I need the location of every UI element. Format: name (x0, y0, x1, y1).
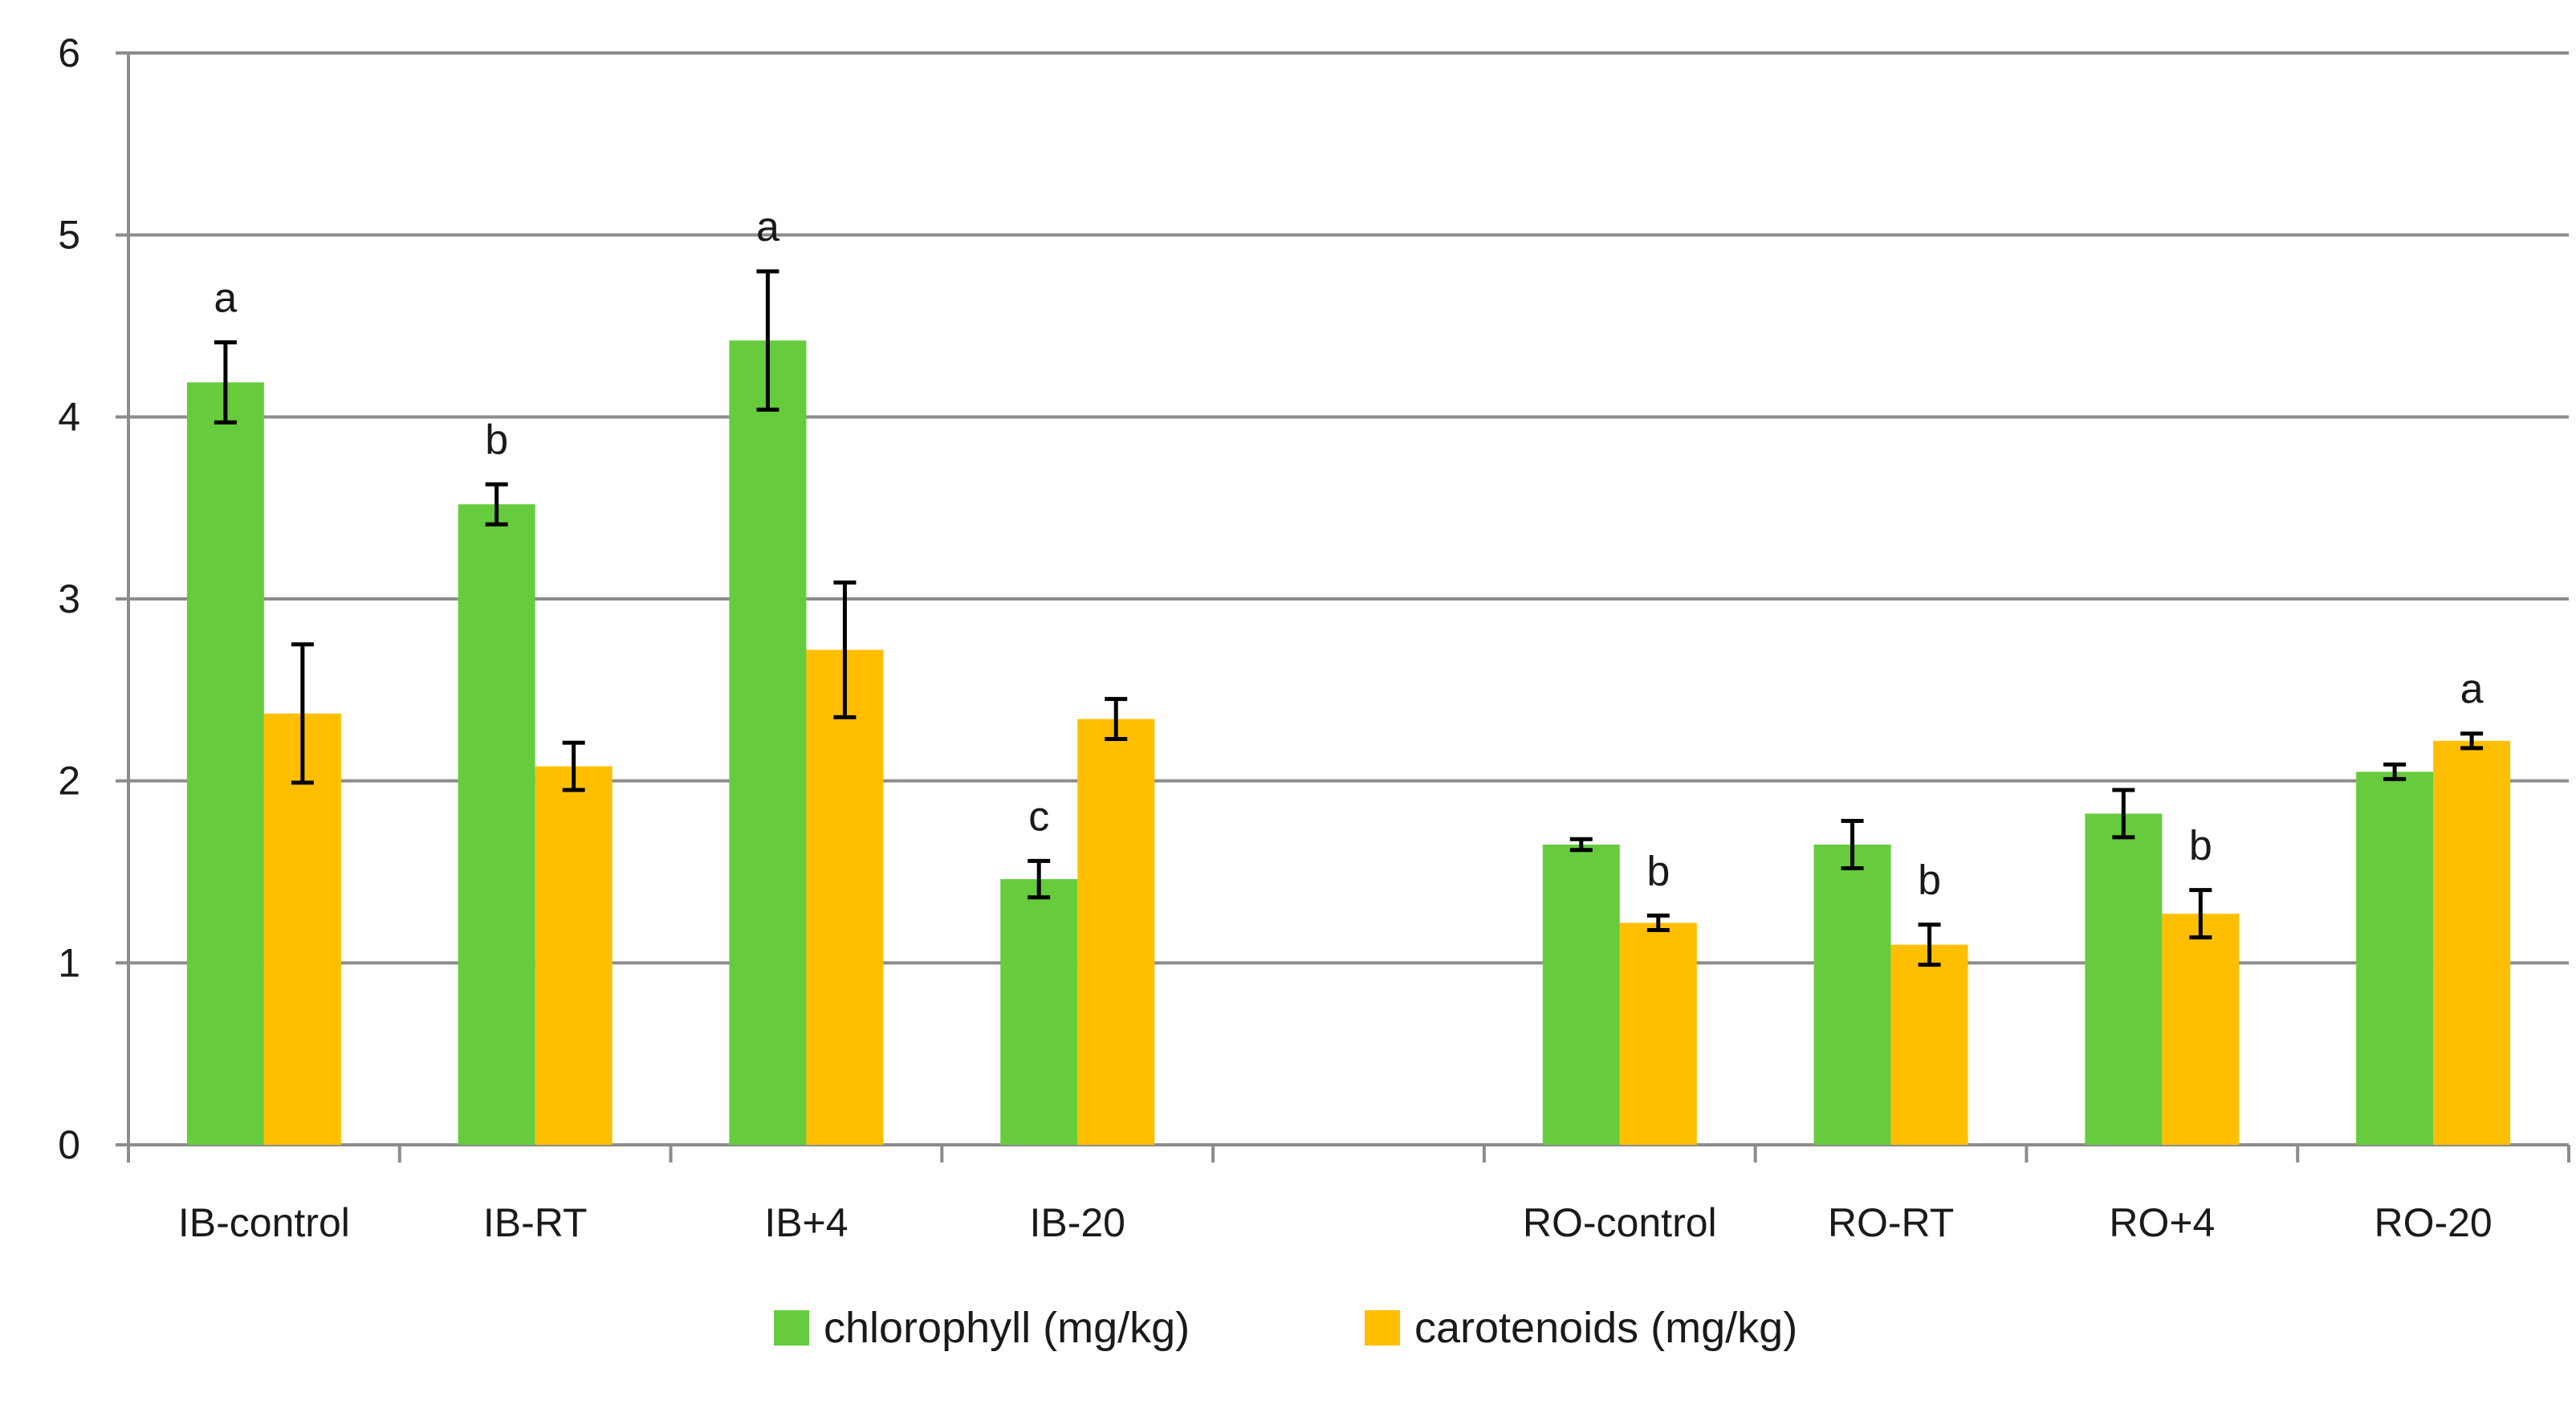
bar (806, 649, 884, 1145)
bar (2356, 772, 2434, 1145)
bar (458, 504, 535, 1145)
significance-label: c (1028, 793, 1049, 840)
y-tick-label: 1 (58, 940, 80, 985)
x-category-label: IB-control (178, 1200, 350, 1245)
legend: chlorophyll (mg/kg) carotenoids (mg/kg) (774, 1304, 1797, 1352)
bar (1542, 845, 1620, 1145)
legend-label: chlorophyll (mg/kg) (824, 1304, 1190, 1352)
significance-label: b (1918, 857, 1941, 904)
bar (263, 713, 341, 1145)
x-category-label: RO-20 (2374, 1200, 2492, 1245)
bar (1619, 922, 1697, 1145)
x-category-label: RO-control (1523, 1200, 1717, 1245)
y-tick-label: 0 (58, 1122, 80, 1167)
x-category-label: RO-RT (1828, 1200, 1954, 1245)
significance-label: a (2460, 666, 2484, 713)
legend-swatch (1365, 1310, 1400, 1346)
bar (2433, 740, 2511, 1145)
bar (1000, 879, 1078, 1145)
y-tick-label: 3 (58, 576, 80, 621)
y-tick-label: 2 (58, 759, 80, 804)
legend-label: carotenoids (mg/kg) (1414, 1304, 1797, 1352)
significance-label: a (756, 204, 779, 250)
bar (729, 340, 807, 1146)
bar (186, 382, 264, 1145)
y-tick-label: 6 (58, 31, 80, 75)
bar (2162, 914, 2240, 1145)
y-tick-label: 4 (58, 394, 80, 439)
x-category-label: IB+4 (764, 1200, 848, 1245)
significance-label: b (485, 417, 508, 463)
significance-labels: a b a c b b b a (214, 204, 2483, 904)
tick-labels: 0 1 2 3 4 5 6 IB-control IB-RT IB+4 IB-20 RO-contro… (58, 31, 2493, 1245)
significance-label: b (1646, 848, 1670, 894)
x-category-label: IB-20 (1029, 1200, 1125, 1245)
bars (186, 340, 2511, 1146)
bar (1813, 845, 1891, 1145)
x-category-label: RO+4 (2109, 1200, 2215, 1245)
bar (1890, 944, 1968, 1145)
error-bars (214, 269, 2484, 967)
significance-label: a (214, 275, 237, 321)
y-tick-label: 5 (58, 213, 80, 258)
bar (2085, 813, 2163, 1145)
legend-swatch (774, 1310, 809, 1346)
bar (1077, 719, 1155, 1145)
x-category-label: IB-RT (483, 1200, 588, 1245)
bar (535, 766, 612, 1145)
significance-label: b (2189, 823, 2212, 869)
